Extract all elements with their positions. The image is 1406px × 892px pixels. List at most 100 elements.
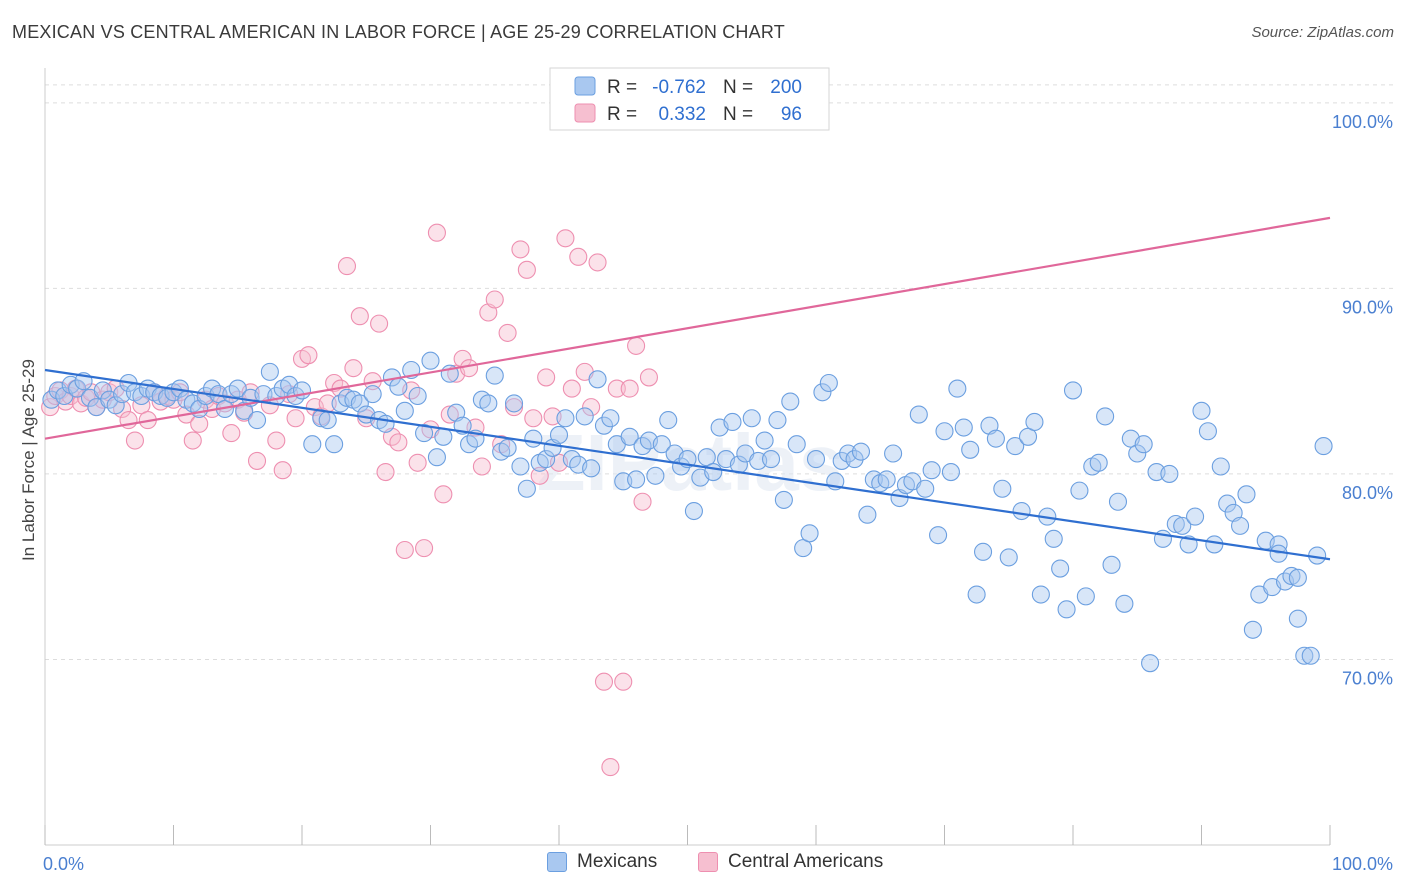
mexicans-point — [845, 450, 864, 469]
mexicans-point — [1243, 620, 1262, 639]
central-americans-point — [601, 758, 620, 777]
mexicans-point — [1237, 485, 1256, 504]
mexicans-point — [1006, 437, 1025, 456]
mexicans-point — [1076, 587, 1095, 606]
mexicans-point — [376, 414, 395, 433]
mexicans-point — [434, 427, 453, 446]
mexicans-point — [588, 370, 607, 389]
central-americans-point — [485, 290, 504, 309]
central-americans-point — [125, 431, 144, 450]
mexicans-point — [427, 448, 446, 467]
central-americans-point — [562, 379, 581, 398]
mexicans-point — [1282, 566, 1301, 586]
mexicans-point — [93, 381, 112, 400]
mexicans-point — [768, 411, 787, 430]
chart-title: MEXICAN VS CENTRAL AMERICAN IN LABOR FOR… — [12, 22, 785, 42]
legend-bottom: Mexicans Central Americans — [0, 851, 1406, 879]
trend-lines — [44, 216, 1331, 561]
mexicans-point — [806, 450, 826, 469]
mexicans-point — [479, 394, 498, 413]
mexicans-point — [1051, 559, 1070, 578]
central-americans-point — [588, 253, 607, 272]
mexicans-point — [303, 435, 322, 454]
mexicans-point — [260, 362, 279, 381]
mexicans-point — [1288, 609, 1307, 628]
central-americans-point — [633, 492, 652, 511]
mexicans-point — [1198, 422, 1217, 441]
mexicans-point — [787, 435, 806, 454]
mexicans-point — [228, 379, 247, 398]
mexicans-point — [813, 383, 832, 402]
mexicans-point — [1218, 494, 1237, 513]
mexicans-point — [909, 405, 928, 424]
mexicans-point — [1295, 646, 1314, 665]
central-americans-point — [247, 451, 267, 470]
central-americans-point — [434, 485, 453, 504]
mexicans-point — [627, 470, 646, 489]
grid-lines — [45, 84, 1393, 660]
y-tick-label: 90.0% — [1342, 297, 1393, 317]
legend-n-value-2: 96 — [781, 104, 802, 125]
mexicans-point — [973, 542, 993, 561]
central-americans-point — [344, 359, 363, 378]
central-americans-point — [614, 672, 633, 691]
mexicans-point — [723, 412, 742, 432]
mexicans-point — [652, 435, 671, 454]
mexicans-point — [1269, 544, 1288, 563]
mexicans-point — [556, 409, 575, 428]
central-americans-point — [427, 223, 446, 242]
legend-r-value-2: 0.332 — [658, 104, 706, 125]
mexicans-point — [511, 457, 530, 476]
mexicans-point — [1186, 507, 1205, 526]
mexicans-point — [1192, 401, 1211, 420]
central-americans-point — [267, 431, 286, 450]
mexicans-point — [704, 463, 723, 482]
mexicans-point — [993, 479, 1012, 498]
mexicans-point — [1108, 492, 1128, 511]
central-americans-point — [594, 672, 614, 691]
mexicans-point — [517, 479, 536, 498]
y-axis-title: In Labor Force | Age 25-29 — [19, 359, 38, 561]
mexicans-point — [1089, 453, 1108, 472]
mexicans-point — [350, 394, 369, 413]
central-americans-point — [620, 379, 639, 398]
mexicans-point — [774, 490, 793, 509]
mexicans-point — [761, 450, 781, 469]
mexicans-point — [1134, 435, 1153, 454]
mexicans-point — [485, 366, 504, 385]
watermark: ZIPatlas — [537, 418, 844, 507]
central-americans-point — [415, 539, 434, 558]
central-americans-point — [459, 359, 479, 378]
mexicans-point — [819, 373, 838, 393]
central-americans-point — [299, 346, 318, 365]
mexicans-point — [620, 427, 639, 446]
central-americans-point — [190, 414, 209, 433]
mexicans-point — [1211, 457, 1230, 476]
mexicans-point — [929, 526, 948, 545]
mexicans-point — [421, 351, 440, 370]
mexicans-point — [1012, 501, 1031, 521]
mexicans-point — [601, 409, 620, 428]
central-americans-point — [524, 409, 543, 428]
central-americans-trend-line — [44, 216, 1331, 440]
legend-swatch-central-americans — [698, 852, 718, 872]
central-americans-point — [607, 379, 626, 398]
source-label: Source: ZipAtlas.com — [1251, 24, 1394, 41]
mexicans-point — [1128, 444, 1147, 463]
mexicans-trend-line — [44, 368, 1331, 561]
central-americans-point — [395, 540, 414, 560]
mexicans-point — [851, 442, 871, 461]
mexicans-point — [1063, 381, 1083, 400]
mexicans-point — [781, 392, 800, 411]
mexicans-point — [247, 411, 267, 430]
mexicans-point — [1231, 516, 1250, 535]
mexicans-point — [800, 524, 819, 543]
mexicans-point — [498, 438, 517, 457]
mexicans-points — [42, 351, 1333, 673]
legend-item-mexicans: Mexicans — [547, 851, 657, 873]
central-americans-point — [286, 409, 305, 428]
mexicans-point — [594, 416, 614, 435]
legend-n-label-2: N = — [723, 104, 753, 125]
mexicans-point — [415, 424, 434, 443]
mexicans-point — [1115, 594, 1134, 613]
